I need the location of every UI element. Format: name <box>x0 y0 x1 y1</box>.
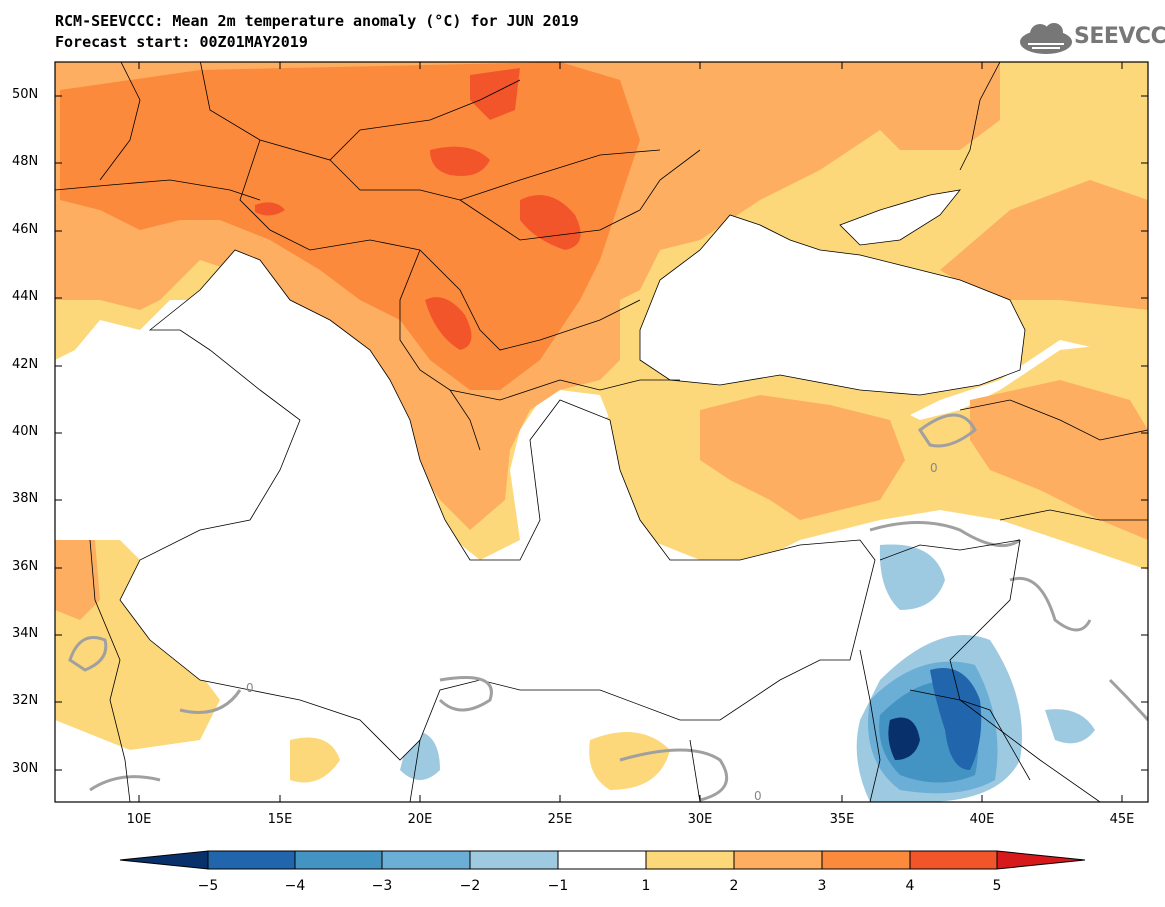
sea-mediterranean <box>119 249 876 761</box>
lat-label: 50N <box>12 87 39 102</box>
anomaly-region-4to5-serbia <box>425 297 472 350</box>
country-borders <box>55 62 1148 802</box>
colorbar-tick-label: 1 <box>641 878 651 894</box>
colorbar-bin <box>733 850 823 870</box>
lon-label: 25E <box>547 812 573 827</box>
map-title: RCM-SEEVCCC: Mean 2m temperature anomaly… <box>55 12 579 30</box>
lon-label: 45E <box>1109 812 1135 827</box>
anomaly-region-1to2-libya <box>290 737 340 783</box>
anomaly-region-1to2-egypt <box>589 732 670 790</box>
anomaly-region-4to5-poland <box>470 68 520 120</box>
anomaly-region-below-minus5-jordan <box>888 717 920 760</box>
colorbar-tick-label: −3 <box>371 878 393 894</box>
lat-label: 40N <box>12 424 39 439</box>
anomaly-region-2to3-ukraine <box>940 180 1148 310</box>
colorbar-tick-label: −2 <box>459 878 481 894</box>
colorbar-tick-label: −1 <box>547 878 569 894</box>
colorbar-bin <box>996 850 1086 870</box>
anomaly-region-2to3-turkey <box>700 395 905 520</box>
colorbar-bin <box>645 850 735 870</box>
lon-label: 20E <box>407 812 433 827</box>
anomaly-region-2to3-caucasus <box>970 380 1148 540</box>
anomaly-region-3to4-europe <box>60 62 640 390</box>
colorbar-bin <box>119 850 209 870</box>
colorbar-tick-label: 3 <box>817 878 827 894</box>
axis-ticks <box>55 62 1148 802</box>
colorbar-tick-label: 5 <box>992 878 1002 894</box>
anomaly-region-4to5-croatia <box>255 202 285 216</box>
contour-label: 0 <box>930 461 938 475</box>
anomaly-region-minus1to2-iraq <box>1045 709 1095 744</box>
anomaly-region-4to5-hungary <box>430 146 490 176</box>
lat-label: 46N <box>12 222 39 237</box>
anomaly-region-minus1to2-syria <box>879 544 945 610</box>
colorbar <box>119 850 1086 870</box>
map-frame <box>54 61 1149 803</box>
zero-contours <box>68 413 1148 802</box>
anomaly-region-minus4to5-jordan <box>930 668 982 770</box>
colorbar-tick-label: −5 <box>197 878 219 894</box>
lat-label: 32N <box>12 693 39 708</box>
lat-label: 30N <box>12 761 39 776</box>
colorbar-bin <box>469 850 559 870</box>
colorbar-bin <box>557 850 647 870</box>
lat-label: 42N <box>12 357 39 372</box>
map-subtitle: Forecast start: 00Z01MAY2019 <box>55 33 308 51</box>
colorbar-tick-label: 4 <box>905 878 915 894</box>
lon-label: 35E <box>829 812 855 827</box>
lat-label: 44N <box>12 289 39 304</box>
lat-label: 48N <box>12 154 39 169</box>
lat-label: 34N <box>12 626 39 641</box>
sea-azov <box>839 189 961 246</box>
lon-label: 10E <box>126 812 152 827</box>
colorbar-bin <box>909 850 998 870</box>
cloud-logo-icon <box>1020 23 1072 54</box>
colorbar-bin <box>294 850 383 870</box>
contour-label: 0 <box>754 789 762 803</box>
colorbar-bin <box>381 850 471 870</box>
colorbar-bin <box>821 850 911 870</box>
logo-text: SEEVCCC <box>1074 24 1165 49</box>
colorbar-bin <box>207 850 296 870</box>
lon-label: 30E <box>687 812 713 827</box>
contour-label: 0 <box>246 681 254 695</box>
colorbar-tick-label: −4 <box>284 878 306 894</box>
colorbar-tick-label: 2 <box>729 878 739 894</box>
anomaly-region-4to5-romania <box>520 195 581 250</box>
lat-label: 38N <box>12 491 39 506</box>
anomaly-region-2to3-tunisia <box>55 540 100 620</box>
lat-label: 36N <box>12 559 39 574</box>
lon-label: 15E <box>267 812 293 827</box>
lon-label: 40E <box>969 812 995 827</box>
sea-black-sea <box>639 214 1026 396</box>
